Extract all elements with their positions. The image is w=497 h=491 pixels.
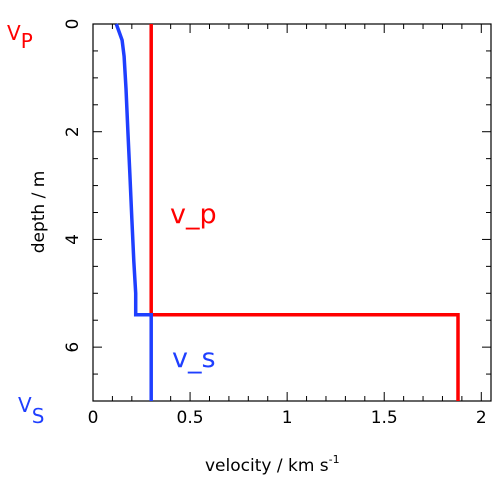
series-label-vs: v_s [172, 343, 216, 374]
labels: v_p v_s velocity / km s-1 depth / m VP V… [7, 21, 340, 476]
corner-label-vs: VS [18, 393, 44, 428]
x-tick-label: 2 [476, 408, 487, 428]
corner-label-vs-base: V [18, 393, 32, 417]
series-line-vs [114, 23, 153, 401]
y-axis-title: depth / m [29, 171, 49, 254]
x-tick-label: 1 [282, 408, 293, 428]
x-axis-title: velocity / km s-1 [205, 453, 340, 476]
corner-label-vp-base: V [7, 21, 21, 45]
y-tick-label: 6 [63, 342, 83, 353]
y-tick-label: 4 [63, 234, 83, 245]
y-tick-label: 2 [63, 126, 83, 137]
axes: 0 0.5 1 1.5 2 0 2 4 6 [63, 19, 492, 428]
x-tick-label: 0 [88, 408, 99, 428]
corner-label-vp-sub: P [21, 29, 33, 53]
series-label-vp: v_p [170, 199, 217, 230]
y-tick-label: 0 [63, 19, 83, 30]
series-lines [114, 23, 460, 401]
series-line-vp [149, 24, 460, 401]
x-tick-label: 1.5 [371, 408, 398, 428]
x-axis-title-text: velocity / km s [205, 456, 329, 476]
x-axis-title-superscript: -1 [329, 453, 340, 466]
corner-label-vp: VP [7, 21, 33, 53]
corner-label-vs-sub: S [32, 404, 45, 428]
x-tick-label: 0.5 [177, 408, 204, 428]
